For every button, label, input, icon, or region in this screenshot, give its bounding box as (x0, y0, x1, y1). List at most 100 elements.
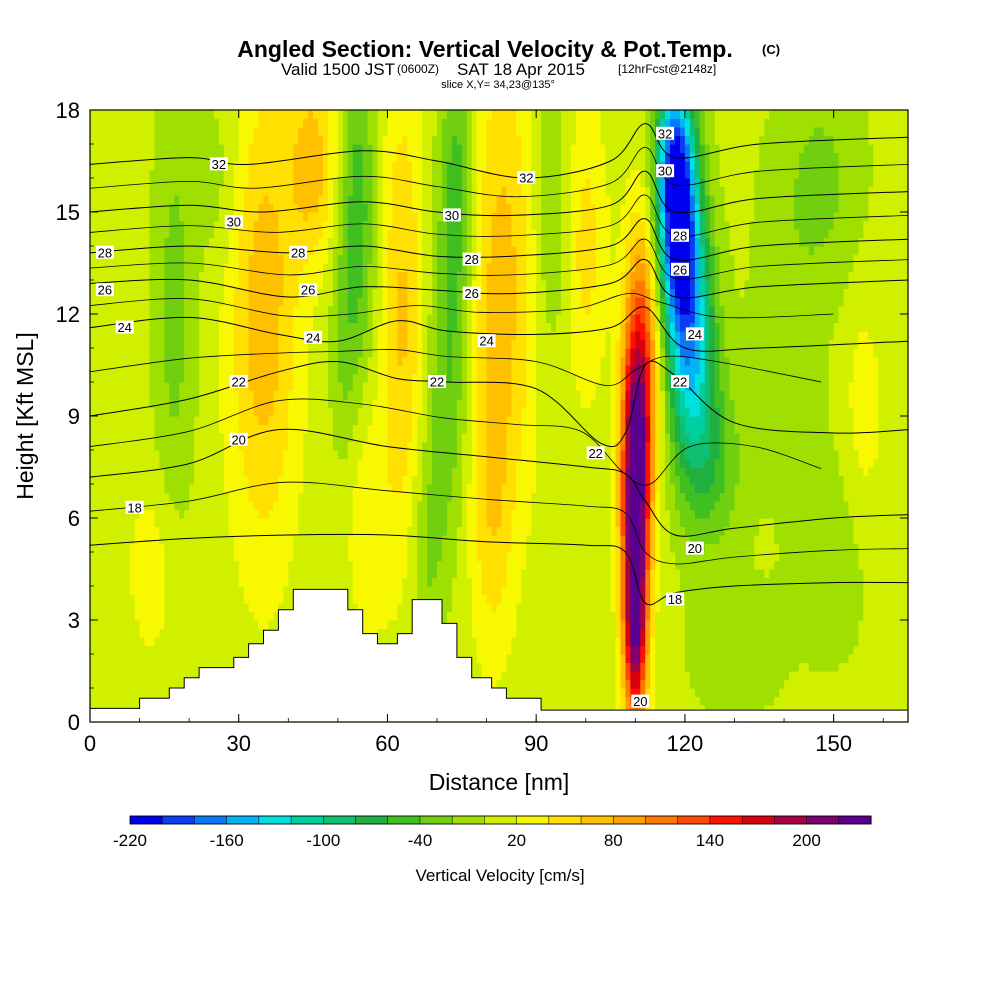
velocity-cell (313, 552, 319, 562)
velocity-cell (194, 594, 200, 604)
velocity-cell (575, 475, 582, 485)
velocity-cell (724, 662, 731, 672)
velocity-cell (600, 594, 607, 604)
velocity-cell (620, 501, 627, 511)
velocity-cell (342, 543, 349, 553)
velocity-cell (739, 569, 745, 579)
velocity-cell (620, 594, 627, 604)
velocity-cell (739, 492, 745, 502)
velocity-cell (645, 535, 651, 545)
velocity-cell (858, 509, 864, 519)
velocity-cell (709, 484, 716, 494)
velocity-cell (169, 628, 175, 638)
velocity-cell (298, 475, 304, 485)
velocity-cell (481, 552, 488, 562)
velocity-cell (779, 518, 785, 528)
velocity-cell (888, 671, 894, 681)
velocity-cell (298, 552, 304, 562)
velocity-cell (670, 535, 676, 545)
velocity-cell (650, 696, 656, 706)
velocity-cell (496, 628, 503, 638)
velocity-cell (208, 526, 215, 536)
velocity-cell (526, 688, 532, 698)
velocity-cell (367, 518, 374, 528)
velocity-cell (149, 671, 156, 681)
velocity-cell (223, 662, 230, 672)
velocity-cell (516, 535, 522, 545)
velocity-cell (362, 552, 369, 562)
velocity-cell (511, 518, 517, 528)
velocity-cell (441, 475, 448, 485)
velocity-cell (273, 467, 279, 477)
velocity-cell (570, 526, 577, 536)
velocity-cell (888, 594, 894, 604)
velocity-cell (848, 671, 855, 681)
velocity-cell (828, 552, 835, 562)
velocity-cell (789, 518, 795, 528)
velocity-cell (293, 467, 299, 477)
velocity-cell (704, 586, 711, 596)
velocity-cell (605, 679, 612, 689)
velocity-cell (565, 594, 572, 604)
velocity-cell (590, 535, 597, 545)
velocity-cell (645, 552, 651, 562)
velocity-cell (605, 501, 612, 511)
velocity-cell (486, 560, 493, 570)
velocity-cell (541, 586, 547, 596)
velocity-cell (635, 509, 641, 519)
velocity-cell (204, 662, 210, 672)
velocity-cell (739, 560, 745, 570)
velocity-cell (402, 526, 408, 536)
velocity-cell (749, 475, 755, 485)
velocity-cell (332, 484, 339, 494)
velocity-cell (154, 535, 161, 545)
velocity-cell (154, 577, 161, 587)
velocity-cell (184, 552, 190, 562)
velocity-cell (407, 611, 413, 621)
velocity-cell (878, 679, 884, 689)
velocity-cell (466, 467, 473, 477)
velocity-cell (853, 603, 860, 613)
velocity-cell (605, 475, 612, 485)
velocity-cell (407, 518, 413, 528)
velocity-cell (878, 611, 884, 621)
velocity-cell (189, 509, 195, 519)
velocity-cell (640, 569, 646, 579)
velocity-cell (774, 492, 780, 502)
velocity-cell (853, 688, 860, 698)
velocity-cell (625, 620, 631, 630)
velocity-cell (789, 705, 795, 715)
velocity-cell (779, 467, 785, 477)
velocity-cell (665, 560, 671, 570)
velocity-cell (605, 620, 612, 630)
velocity-cell (793, 705, 800, 715)
velocity-cell (412, 501, 418, 511)
velocity-cell (114, 586, 121, 596)
velocity-cell (154, 552, 161, 562)
velocity-cell (149, 645, 156, 655)
velocity-cell (347, 501, 354, 511)
velocity-cell (620, 679, 627, 689)
velocity-cell (585, 484, 592, 494)
velocity-cell (620, 526, 627, 536)
velocity-cell (139, 543, 146, 553)
velocity-cell (630, 628, 636, 638)
velocity-cell (719, 484, 726, 494)
velocity-cell (585, 628, 592, 638)
velocity-cell (382, 509, 389, 519)
velocity-cell (184, 535, 190, 545)
velocity-cell (610, 526, 617, 536)
velocity-cell (580, 475, 587, 485)
velocity-cell (813, 620, 820, 630)
velocity-cell (828, 569, 835, 579)
velocity-cell (798, 526, 805, 536)
velocity-cell (848, 611, 855, 621)
velocity-cell (838, 535, 845, 545)
velocity-cell (565, 526, 572, 536)
velocity-cell (238, 526, 245, 536)
velocity-cell (99, 696, 106, 706)
velocity-cell (357, 492, 364, 502)
velocity-cell (729, 484, 736, 494)
velocity-cell (734, 679, 741, 689)
velocity-cell (238, 475, 245, 485)
